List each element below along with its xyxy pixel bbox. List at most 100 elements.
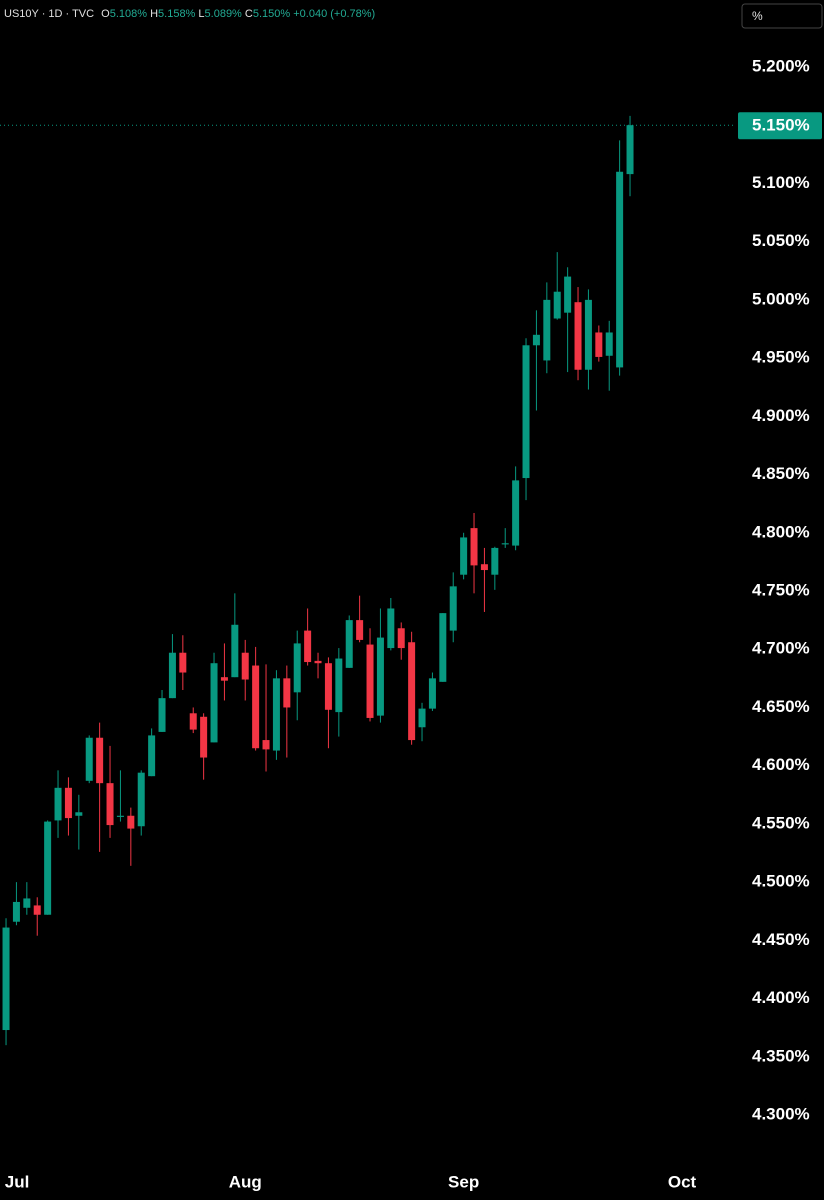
candle-body [439,613,447,682]
change: +0.040 (+0.78%) [293,8,375,20]
open-value: 5.108% [110,8,148,20]
candle-body [23,898,31,908]
candle-body [44,821,52,915]
y-tick-label: 5.100% [752,173,810,192]
candle-body [272,678,280,751]
y-tick-label: 4.650% [752,697,810,716]
candle-body [470,528,478,566]
candle-body [116,815,124,817]
candle-body [480,564,488,571]
y-tick-label: 5.050% [752,231,810,250]
candle-body [460,537,468,575]
candle-body [397,628,405,649]
y-tick-label: 4.600% [752,755,810,774]
candle-body [85,737,93,781]
high-value: 5.158% [158,8,196,20]
candle-body [501,543,509,545]
x-tick-label: Aug [229,1172,262,1191]
y-tick-label: 4.700% [752,639,810,658]
candle-body [418,708,426,728]
low-label: L [198,8,204,20]
candle-body [335,658,343,713]
candle-body [428,678,436,709]
symbol: US10Y · 1D · TVC [4,8,94,20]
unit-button[interactable] [741,3,823,29]
y-tick-label: 4.550% [752,813,810,832]
y-tick-label: 4.800% [752,522,810,541]
candle-body [241,652,249,680]
close-label: C [245,8,253,20]
candle-body [283,678,291,708]
candle-body [387,608,395,649]
candle-body [574,302,582,370]
candle-body [231,624,239,678]
candle-body [54,787,62,821]
candle-body [293,643,301,693]
candle-body [512,480,520,546]
candle-body [376,637,384,716]
candle-body [616,171,624,368]
candle-body [2,927,10,1031]
x-tick-label: Jul [5,1172,30,1191]
last-price-badge [738,112,822,140]
y-tick-label: 4.350% [752,1046,810,1065]
candle-body [220,677,228,681]
candle-body [200,716,208,758]
legend: US10Y · 1D · TVC O5.108% H5.158% L5.089%… [4,8,375,20]
candle-body [96,737,104,784]
candle-body [626,125,634,175]
y-tick-label: 4.400% [752,988,810,1007]
unit-button-label[interactable]: % [752,9,763,23]
y-tick-label: 4.300% [752,1105,810,1124]
candle-body [75,812,83,816]
y-tick-label: 4.850% [752,464,810,483]
candle-body [605,332,613,356]
candle-body [64,787,72,819]
candle-body [252,665,260,749]
candle-body [491,547,499,575]
y-tick-label: 4.500% [752,872,810,891]
candle-body [595,332,603,357]
candle-body [179,652,187,673]
candle-body [543,299,551,361]
high-label: H [150,8,158,20]
y-tick-label: 4.950% [752,348,810,367]
candle-body [345,620,353,668]
close-value: 5.150% [253,8,291,20]
y-tick-label: 4.900% [752,406,810,425]
candle-body [584,299,592,370]
y-tick-label: 5.200% [752,56,810,75]
candle-body [33,905,41,915]
candle-body [158,698,166,732]
y-tick-label: 4.450% [752,930,810,949]
last-price-label: 5.150% [752,116,810,135]
candle-body [356,620,364,640]
candle-body [408,642,416,741]
x-tick-label: Sep [448,1172,479,1191]
candle-body [137,772,145,827]
y-tick-label: 4.750% [752,580,810,599]
candle-body [168,652,176,699]
candle-body [564,276,572,313]
candle-body [189,713,197,730]
candle-body [262,740,270,750]
candle-body [314,660,322,664]
candle-body [106,783,114,826]
candle-body [127,815,135,829]
x-tick-label: Oct [668,1172,697,1191]
candle-body [210,663,218,743]
candle-body [324,663,332,710]
low-value: 5.089% [205,8,243,20]
candle-body [12,901,20,922]
candle-body [304,630,312,663]
candle-body [553,291,561,319]
candle-body [449,586,457,631]
candle-body [532,334,540,346]
candle-body [366,644,374,718]
y-tick-label: 5.000% [752,289,810,308]
candle-body [148,735,156,777]
open-label: O [101,8,110,20]
